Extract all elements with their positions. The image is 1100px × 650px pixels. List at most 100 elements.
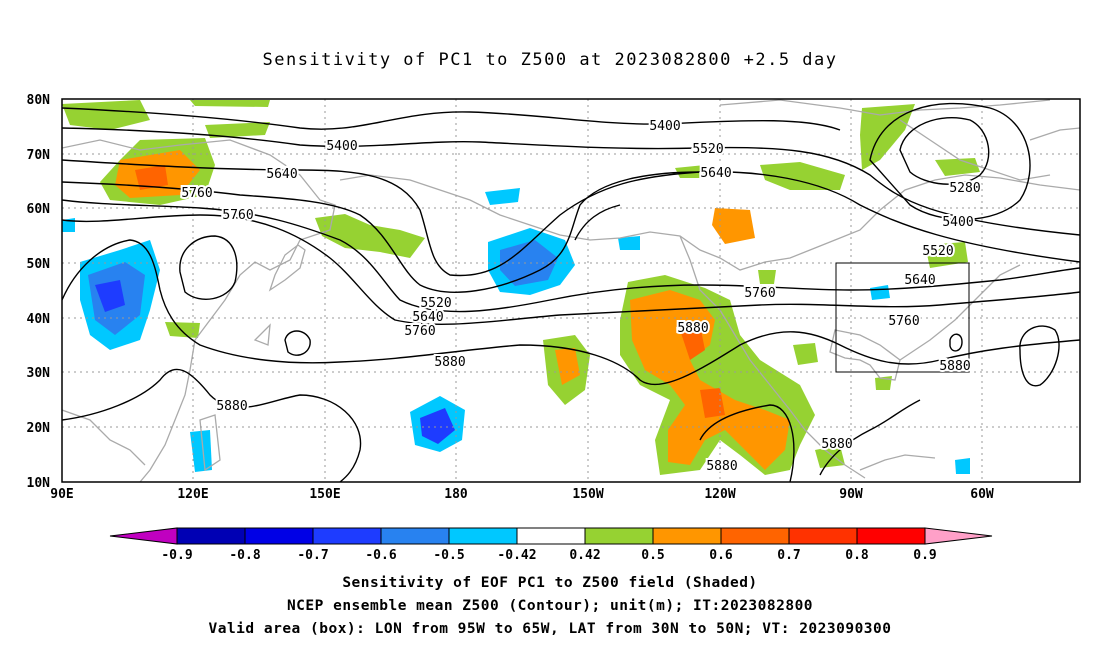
shade-positive bbox=[758, 270, 776, 284]
lon-label: 120E bbox=[177, 487, 208, 502]
contour-label: 5760 bbox=[888, 314, 919, 329]
colorbar-cell bbox=[176, 527, 246, 545]
contour-label: 5880 bbox=[939, 359, 970, 374]
shade-positive bbox=[793, 343, 818, 365]
valid-area-box bbox=[835, 262, 970, 373]
contour-label-group: 5400 5400 5520 5640 5760 5760 5280 5400 … bbox=[179, 117, 982, 476]
coastline bbox=[339, 174, 1080, 271]
shade-positive bbox=[925, 242, 968, 268]
contour-line bbox=[62, 127, 1080, 236]
colorbar-left-arrow bbox=[109, 527, 178, 545]
contour-line bbox=[574, 204, 621, 241]
lat-label: 50N bbox=[27, 257, 51, 272]
coastline bbox=[268, 244, 306, 292]
shade-negative bbox=[95, 280, 125, 312]
contour-label: 5400 bbox=[942, 215, 973, 230]
coastline bbox=[899, 264, 1021, 361]
lat-label: 70N bbox=[27, 148, 51, 163]
contour-label: 5640 bbox=[266, 167, 297, 182]
map-frame bbox=[61, 98, 1081, 483]
colorbar-cell bbox=[244, 527, 314, 545]
contour-line bbox=[869, 102, 1031, 221]
contour-label: 5760 bbox=[222, 208, 253, 223]
lat-label: 30N bbox=[27, 366, 51, 381]
contour-line bbox=[179, 235, 238, 300]
shade-positive bbox=[935, 158, 980, 176]
colorbar-label: 0.5 bbox=[641, 548, 664, 563]
contour-label: 5400 bbox=[326, 139, 357, 154]
colorbar-cell bbox=[652, 527, 722, 545]
contour-label: 5880 bbox=[677, 321, 708, 336]
colorbar-label: 0.7 bbox=[777, 548, 800, 563]
caption-contour: NCEP ensemble mean Z500 (Contour); unit(… bbox=[286, 598, 814, 614]
lon-label: 90W bbox=[839, 487, 863, 502]
colorbar-label: 0.42 bbox=[569, 548, 600, 563]
colorbar-label: -0.42 bbox=[497, 548, 536, 563]
lon-label: 150W bbox=[572, 487, 603, 502]
shade-positive bbox=[700, 388, 725, 418]
contour-label: 5640 bbox=[700, 166, 731, 181]
colorbar-cell bbox=[584, 527, 654, 545]
caption-valid-area: Valid area (box): LON from 95W to 65W, L… bbox=[208, 621, 892, 637]
coastlines bbox=[62, 99, 1080, 482]
contour-label: 5520 bbox=[420, 296, 451, 311]
lat-label: 80N bbox=[27, 93, 51, 108]
colorbar-label: 0.8 bbox=[845, 548, 869, 563]
contour-line bbox=[1019, 325, 1060, 387]
graticule bbox=[62, 99, 1080, 482]
contour-label: 5880 bbox=[216, 399, 247, 414]
contour-label: 5880 bbox=[434, 355, 465, 370]
caption-shading: Sensitivity of EOF PC1 to Z500 field (Sh… bbox=[342, 575, 758, 591]
contour-line bbox=[899, 116, 990, 185]
contour-line bbox=[62, 159, 1080, 277]
coastline bbox=[719, 99, 1051, 116]
contour-line bbox=[62, 107, 841, 131]
lon-label: 150E bbox=[309, 487, 340, 502]
colorbar-cell bbox=[720, 527, 790, 545]
contour-line bbox=[62, 171, 701, 293]
contour-label: 5760 bbox=[404, 324, 435, 339]
contour-label: 5640 bbox=[412, 310, 443, 325]
colorbar-right-arrow bbox=[924, 527, 993, 545]
contour-label: 5760 bbox=[181, 186, 212, 201]
coastline bbox=[1029, 127, 1080, 141]
contour-line bbox=[284, 330, 311, 356]
colorbar-label: -0.8 bbox=[229, 548, 260, 563]
lat-label: 10N bbox=[27, 476, 51, 491]
colorbar-cell bbox=[448, 527, 518, 545]
colorbar-label: -0.6 bbox=[365, 548, 396, 563]
map-title: Sensitivity of PC1 to Z500 at 2023082800… bbox=[262, 50, 838, 70]
contour-label: 5400 bbox=[649, 119, 680, 134]
lon-label: 90E bbox=[50, 487, 73, 502]
lat-label: 60N bbox=[27, 202, 51, 217]
contour-label: 5880 bbox=[821, 437, 852, 452]
shade-negative bbox=[190, 430, 212, 472]
colorbar-labels: -0.9 -0.8 -0.7 -0.6 -0.5 -0.42 0.42 0.5 … bbox=[161, 548, 936, 563]
shade-positive bbox=[630, 290, 790, 470]
contour-label: 5760 bbox=[744, 286, 775, 301]
colorbar-label: 0.6 bbox=[709, 548, 733, 563]
shade-positive bbox=[62, 100, 150, 130]
z500-contours bbox=[62, 102, 1080, 482]
longitude-labels: 90E 120E 150E 180 150W 120W 90W 60W bbox=[50, 487, 994, 502]
shade-positive bbox=[135, 165, 168, 190]
shade-positive bbox=[815, 445, 845, 468]
colorbar-cell bbox=[516, 527, 586, 545]
colorbar bbox=[109, 527, 993, 545]
shade-positive bbox=[315, 214, 425, 258]
contour-line bbox=[62, 368, 362, 482]
colorbar-cell bbox=[788, 527, 858, 545]
shade-negative bbox=[870, 285, 890, 300]
contour-line bbox=[62, 199, 1080, 313]
colorbar-label: -0.5 bbox=[433, 548, 464, 563]
shade-positive bbox=[712, 208, 755, 244]
lon-label: 60W bbox=[970, 487, 994, 502]
colorbar-cell bbox=[380, 527, 450, 545]
lon-label: 180 bbox=[444, 487, 468, 502]
coastline bbox=[199, 414, 221, 472]
contour-label: 5280 bbox=[949, 181, 980, 196]
shade-positive bbox=[165, 322, 200, 338]
contour-line bbox=[62, 239, 1080, 386]
lon-label: 120W bbox=[704, 487, 735, 502]
